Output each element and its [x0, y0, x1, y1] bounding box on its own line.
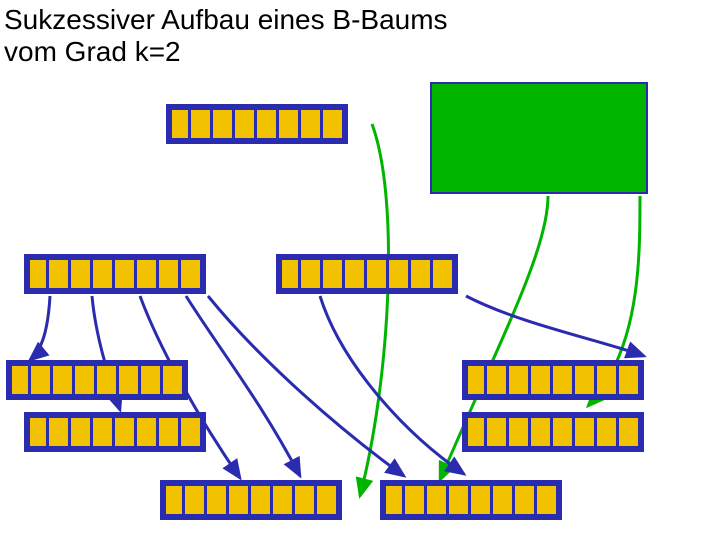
- node-slot: [141, 363, 163, 397]
- node-slot: [97, 363, 119, 397]
- node-frame: [166, 104, 348, 144]
- node-slot: [169, 107, 191, 141]
- btree-node-bR2: [462, 412, 644, 452]
- node-slot: [597, 415, 619, 449]
- node-slot: [323, 107, 345, 141]
- btree-node-root: [166, 104, 348, 144]
- btree-node-bL1: [6, 360, 188, 400]
- node-slot: [465, 363, 487, 397]
- node-slot: [295, 483, 317, 517]
- node-slot: [487, 363, 509, 397]
- node-slot: [207, 483, 229, 517]
- btree-node-mR: [276, 254, 458, 294]
- node-slot: [137, 415, 159, 449]
- node-slot: [449, 483, 471, 517]
- node-slot: [411, 257, 433, 291]
- edge-8: [320, 296, 464, 474]
- edge-9: [466, 296, 644, 356]
- node-slot: [367, 257, 389, 291]
- node-slot: [553, 415, 575, 449]
- node-slot: [49, 257, 71, 291]
- node-slot: [53, 363, 75, 397]
- node-slot: [509, 363, 531, 397]
- node-slot: [191, 107, 213, 141]
- node-slot: [389, 257, 411, 291]
- node-slot: [405, 483, 427, 517]
- node-slot: [71, 257, 93, 291]
- node-slot: [427, 483, 449, 517]
- node-slot: [465, 415, 487, 449]
- node-slot: [181, 415, 203, 449]
- title-line-1: Sukzessiver Aufbau eines B-Baums: [4, 4, 448, 36]
- node-slot: [31, 363, 53, 397]
- node-slot: [115, 257, 137, 291]
- node-frame: [160, 480, 342, 520]
- btree-node-bR1: [462, 360, 644, 400]
- node-slot: [75, 363, 97, 397]
- node-slot: [383, 483, 405, 517]
- btree-node-mL: [24, 254, 206, 294]
- node-slot: [619, 415, 641, 449]
- node-slot: [213, 107, 235, 141]
- node-slot: [509, 415, 531, 449]
- node-slot: [537, 483, 559, 517]
- node-slot: [251, 483, 273, 517]
- node-slot: [93, 415, 115, 449]
- node-slot: [345, 257, 367, 291]
- node-slot: [163, 363, 185, 397]
- node-slot: [257, 107, 279, 141]
- node-slot: [317, 483, 339, 517]
- node-frame: [24, 412, 206, 452]
- node-frame: [462, 412, 644, 452]
- node-frame: [6, 360, 188, 400]
- edge-0: [360, 124, 389, 496]
- node-slot: [163, 483, 185, 517]
- edge-7: [208, 296, 404, 476]
- node-frame: [276, 254, 458, 294]
- node-slot: [279, 107, 301, 141]
- node-slot: [301, 107, 323, 141]
- node-slot: [553, 363, 575, 397]
- node-slot: [9, 363, 31, 397]
- node-slot: [515, 483, 537, 517]
- node-slot: [115, 415, 137, 449]
- node-slot: [185, 483, 207, 517]
- node-slot: [49, 415, 71, 449]
- node-slot: [619, 363, 641, 397]
- node-slot: [71, 415, 93, 449]
- node-slot: [159, 257, 181, 291]
- node-slot: [229, 483, 251, 517]
- node-slot: [137, 257, 159, 291]
- node-frame: [24, 254, 206, 294]
- node-slot: [487, 415, 509, 449]
- node-slot: [531, 363, 553, 397]
- node-slot: [531, 415, 553, 449]
- node-slot: [575, 363, 597, 397]
- page-title: Sukzessiver Aufbau eines B-Baums vom Gra…: [4, 4, 448, 68]
- node-slot: [323, 257, 345, 291]
- node-slot: [433, 257, 455, 291]
- animation-highlight-box: [430, 82, 648, 194]
- node-slot: [279, 257, 301, 291]
- node-slot: [27, 415, 49, 449]
- btree-node-bL2: [24, 412, 206, 452]
- node-slot: [273, 483, 295, 517]
- node-slot: [471, 483, 493, 517]
- node-frame: [380, 480, 562, 520]
- node-slot: [235, 107, 257, 141]
- node-slot: [93, 257, 115, 291]
- node-slot: [119, 363, 141, 397]
- edge-3: [30, 296, 50, 360]
- node-slot: [159, 415, 181, 449]
- btree-node-bM2: [380, 480, 562, 520]
- node-slot: [301, 257, 323, 291]
- node-slot: [575, 415, 597, 449]
- node-slot: [181, 257, 203, 291]
- node-slot: [493, 483, 515, 517]
- title-line-2: vom Grad k=2: [4, 36, 448, 68]
- node-slot: [27, 257, 49, 291]
- node-frame: [462, 360, 644, 400]
- node-slot: [597, 363, 619, 397]
- btree-node-bM1: [160, 480, 342, 520]
